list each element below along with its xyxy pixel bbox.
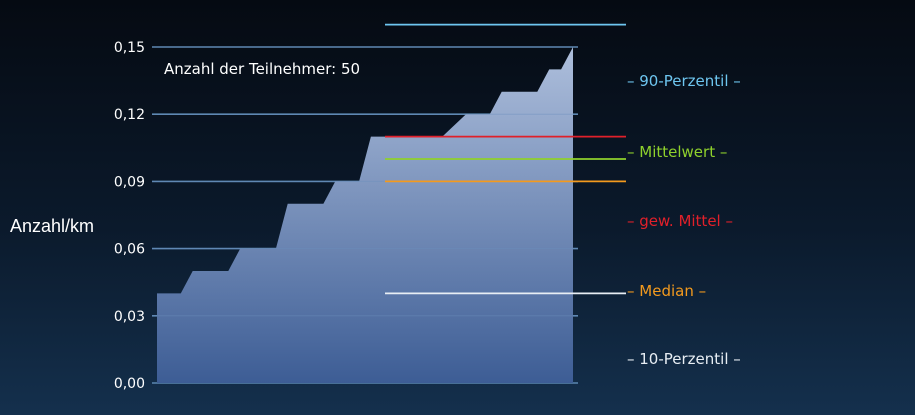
legend-item: – gew. Mittel –: [627, 212, 733, 230]
y-tick-label: 0,09: [114, 174, 145, 190]
y-tick-label: 0,15: [114, 40, 145, 56]
y-tick-label: 0,06: [114, 242, 145, 258]
distribution-area: [157, 47, 573, 383]
y-tick-label: 0,03: [114, 309, 145, 325]
participants-annotation: Anzahl der Teilnehmer: 50: [164, 60, 360, 78]
y-axis-label: Anzahl/km: [10, 216, 94, 236]
y-tick-label: 0,00: [114, 376, 145, 392]
legend-item: – Mittelwert –: [627, 143, 727, 161]
legend-item: – 90-Perzentil –: [627, 72, 741, 90]
legend-item: – 10-Perzentil –: [627, 350, 741, 368]
y-tick-label: 0,12: [114, 107, 145, 123]
legend-item: – Median –: [627, 282, 706, 300]
